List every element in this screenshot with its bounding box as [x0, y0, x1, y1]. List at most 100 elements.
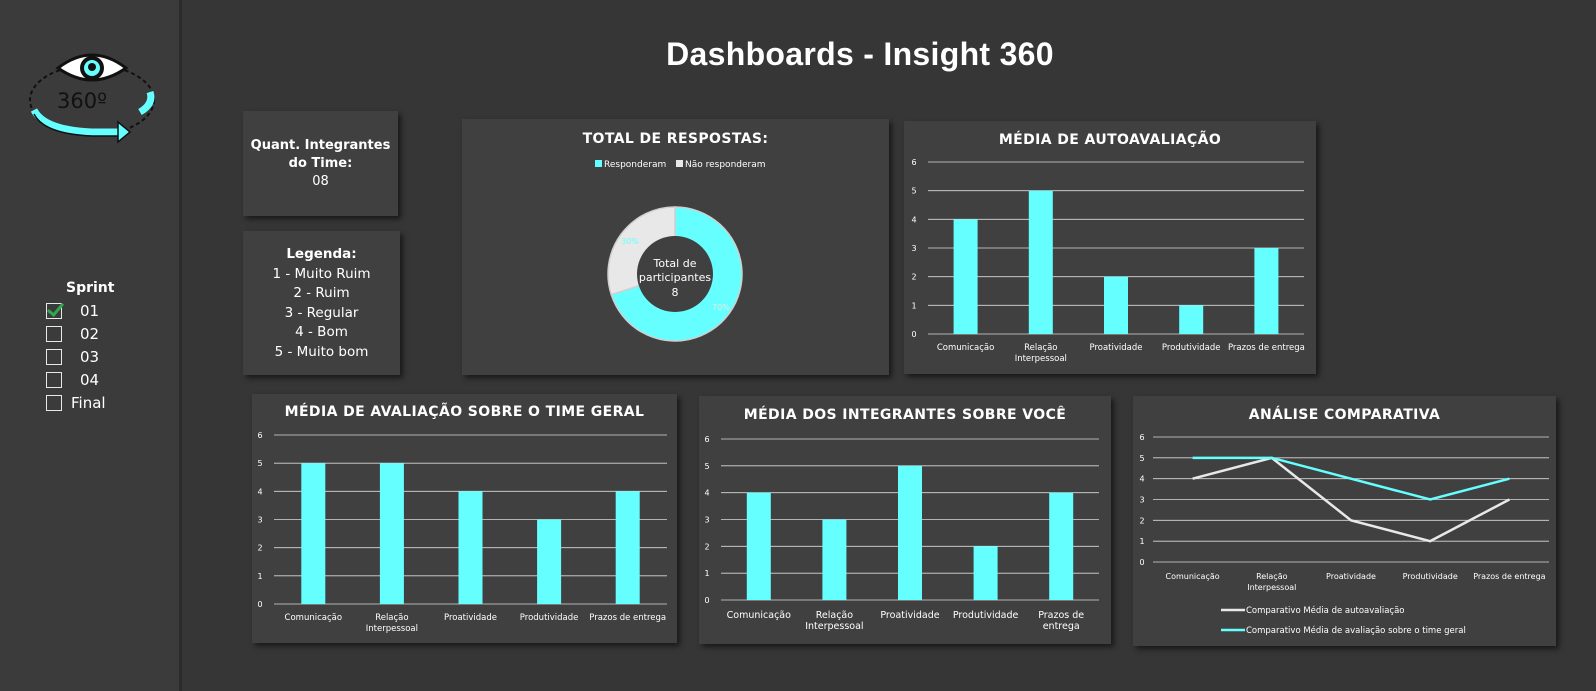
- responses-chart-card: TOTAL DE RESPOSTAS: Responderam Não resp…: [462, 119, 889, 375]
- y-tick-label: 1: [1139, 537, 1144, 546]
- bar: [458, 491, 483, 604]
- x-tick-label: Produtividade: [520, 613, 579, 623]
- y-tick-label: 5: [911, 187, 916, 196]
- legend-label: Comparativo Média de avaliação sobre o t…: [1246, 625, 1466, 636]
- x-tick-label: Relação: [1024, 343, 1057, 353]
- sprint-option-04[interactable]: 04: [46, 368, 166, 391]
- y-tick-label: 3: [704, 516, 709, 525]
- bar: [953, 219, 978, 334]
- slice-label: 70%: [712, 303, 730, 312]
- bar: [822, 519, 847, 600]
- eye-360-icon: 360º: [29, 53, 155, 144]
- x-tick-label: Relação: [375, 613, 408, 623]
- x-tick-label: Proatividade: [1326, 572, 1376, 581]
- legend-swatch-nao-responderam: [676, 160, 683, 167]
- y-tick-label: 1: [257, 572, 262, 581]
- comparative-line-chart: 0 1 2 3 4 5 6 Comunicação Relação Interpessoal Pro…: [1139, 433, 1549, 636]
- y-tick-label: 2: [704, 542, 709, 551]
- bar: [301, 463, 326, 604]
- sprint-option-02[interactable]: 02: [46, 322, 166, 345]
- x-tick-label: Prazos de entrega: [1473, 572, 1545, 581]
- checkbox[interactable]: [46, 325, 62, 342]
- team-size-value: 08: [312, 174, 329, 189]
- x-tick-label: Relação: [816, 610, 854, 621]
- self-assessment-chart-card: MÉDIA DE AUTOAVALIAÇÃO 0 1 2 3 4 5 6 Comunicaçã…: [904, 121, 1316, 374]
- team-assessment-chart-card: MÉDIA DE AVALIAÇÃO SOBRE O TIME GERAL 0 1…: [252, 394, 677, 643]
- checkbox[interactable]: [46, 394, 62, 411]
- sprint-option-03[interactable]: 03: [46, 345, 166, 368]
- bar: [898, 465, 922, 600]
- legend-label: Responderam: [604, 160, 666, 170]
- x-tick-label: Interpessoal: [1247, 583, 1296, 592]
- bar: [379, 463, 404, 604]
- x-tick-label: Produtividade: [953, 610, 1019, 621]
- sprint-option-final[interactable]: Final: [46, 391, 166, 414]
- sprint-option-01[interactable]: 01: [46, 299, 166, 322]
- bar: [1104, 276, 1128, 334]
- slice-label: 30%: [621, 237, 639, 246]
- legend-card: Legenda: 1 - Muito Ruim 2 - Ruim 3 - Reg…: [243, 231, 400, 375]
- legend-item: 1 - Muito Ruim: [272, 265, 371, 282]
- sprint-option-label: 01: [80, 301, 100, 320]
- sprint-option-label: Final: [71, 393, 106, 412]
- x-tick-label: Comunicação: [1166, 572, 1220, 581]
- donut-center-line1: Total de: [653, 257, 697, 270]
- y-tick-label: 4: [257, 487, 262, 496]
- x-tick-label: Prazos de entrega: [589, 613, 666, 623]
- chart-title: ANÁLISE COMPARATIVA: [1248, 407, 1441, 423]
- y-tick-label: 5: [704, 462, 709, 471]
- y-tick-label: 1: [911, 301, 916, 310]
- team-size-label-2: do Time:: [288, 156, 353, 171]
- bar: [615, 491, 640, 604]
- x-tick-label: Interpessoal: [366, 624, 418, 634]
- bar: [1049, 492, 1074, 600]
- chart-title: MÉDIA DE AVALIAÇÃO SOBRE O TIME GERAL: [284, 404, 645, 420]
- y-tick-label: 0: [704, 596, 709, 605]
- legend-item: 3 - Regular: [284, 304, 359, 321]
- x-tick-label: Produtividade: [1403, 572, 1458, 581]
- series-line: [1192, 456, 1510, 543]
- x-tick-label: Relação: [1256, 572, 1288, 581]
- y-tick-label: 3: [911, 244, 916, 253]
- chart-title: MÉDIA DE AUTOAVALIAÇÃO: [998, 132, 1222, 148]
- x-tick-label: Interpessoal: [805, 621, 863, 632]
- checkbox[interactable]: [46, 348, 62, 365]
- donut-chart: Responderam Não responderam Total de par…: [595, 160, 766, 342]
- x-tick-label: Comunicação: [285, 613, 343, 623]
- legend-item: 2 - Ruim: [293, 285, 350, 301]
- y-tick-label: 4: [911, 215, 916, 224]
- y-tick-label: 0: [257, 600, 262, 609]
- legend-item: 5 - Muito bom: [274, 343, 369, 360]
- bar: [537, 519, 562, 604]
- bar: [1028, 190, 1053, 334]
- checkbox[interactable]: [46, 302, 62, 319]
- legend-swatch-responderam: [595, 160, 602, 167]
- x-tick-label: entrega: [1043, 621, 1080, 632]
- y-tick-label: 1: [704, 569, 709, 578]
- y-tick-label: 0: [911, 330, 916, 339]
- chart-title: MÉDIA DOS INTEGRANTES SOBRE VOCÊ: [743, 407, 1067, 423]
- y-tick-label: 5: [257, 459, 262, 468]
- y-tick-label: 6: [1139, 433, 1144, 442]
- y-tick-label: 2: [257, 544, 262, 553]
- sprint-option-label: 02: [80, 324, 100, 343]
- legend-label: Comparativo Média de autoavaliação: [1246, 605, 1405, 616]
- chart-title: TOTAL DE RESPOSTAS:: [582, 131, 769, 147]
- y-tick-label: 2: [1139, 516, 1144, 525]
- y-tick-label: 3: [1139, 496, 1144, 505]
- y-tick-label: 2: [911, 273, 916, 282]
- sidebar: 360º Sprint 01 02 03 04 Final: [0, 0, 182, 691]
- x-tick-label: Proatividade: [880, 610, 939, 621]
- team-size-card: Quant. Integrantes do Time: 08: [243, 111, 398, 216]
- peers-about-you-chart-card: MÉDIA DOS INTEGRANTES SOBRE VOCÊ 0 1 2 3 4 5 6…: [699, 396, 1111, 644]
- donut-center-line2: participantes: [639, 271, 711, 284]
- checkbox[interactable]: [46, 371, 62, 388]
- x-tick-label: Comunicação: [727, 610, 791, 621]
- x-tick-label: Produtividade: [1162, 343, 1221, 353]
- x-tick-label: Interpessoal: [1015, 354, 1067, 364]
- x-tick-label: Prazos de entrega: [1228, 343, 1305, 353]
- sprint-title: Sprint: [66, 280, 115, 296]
